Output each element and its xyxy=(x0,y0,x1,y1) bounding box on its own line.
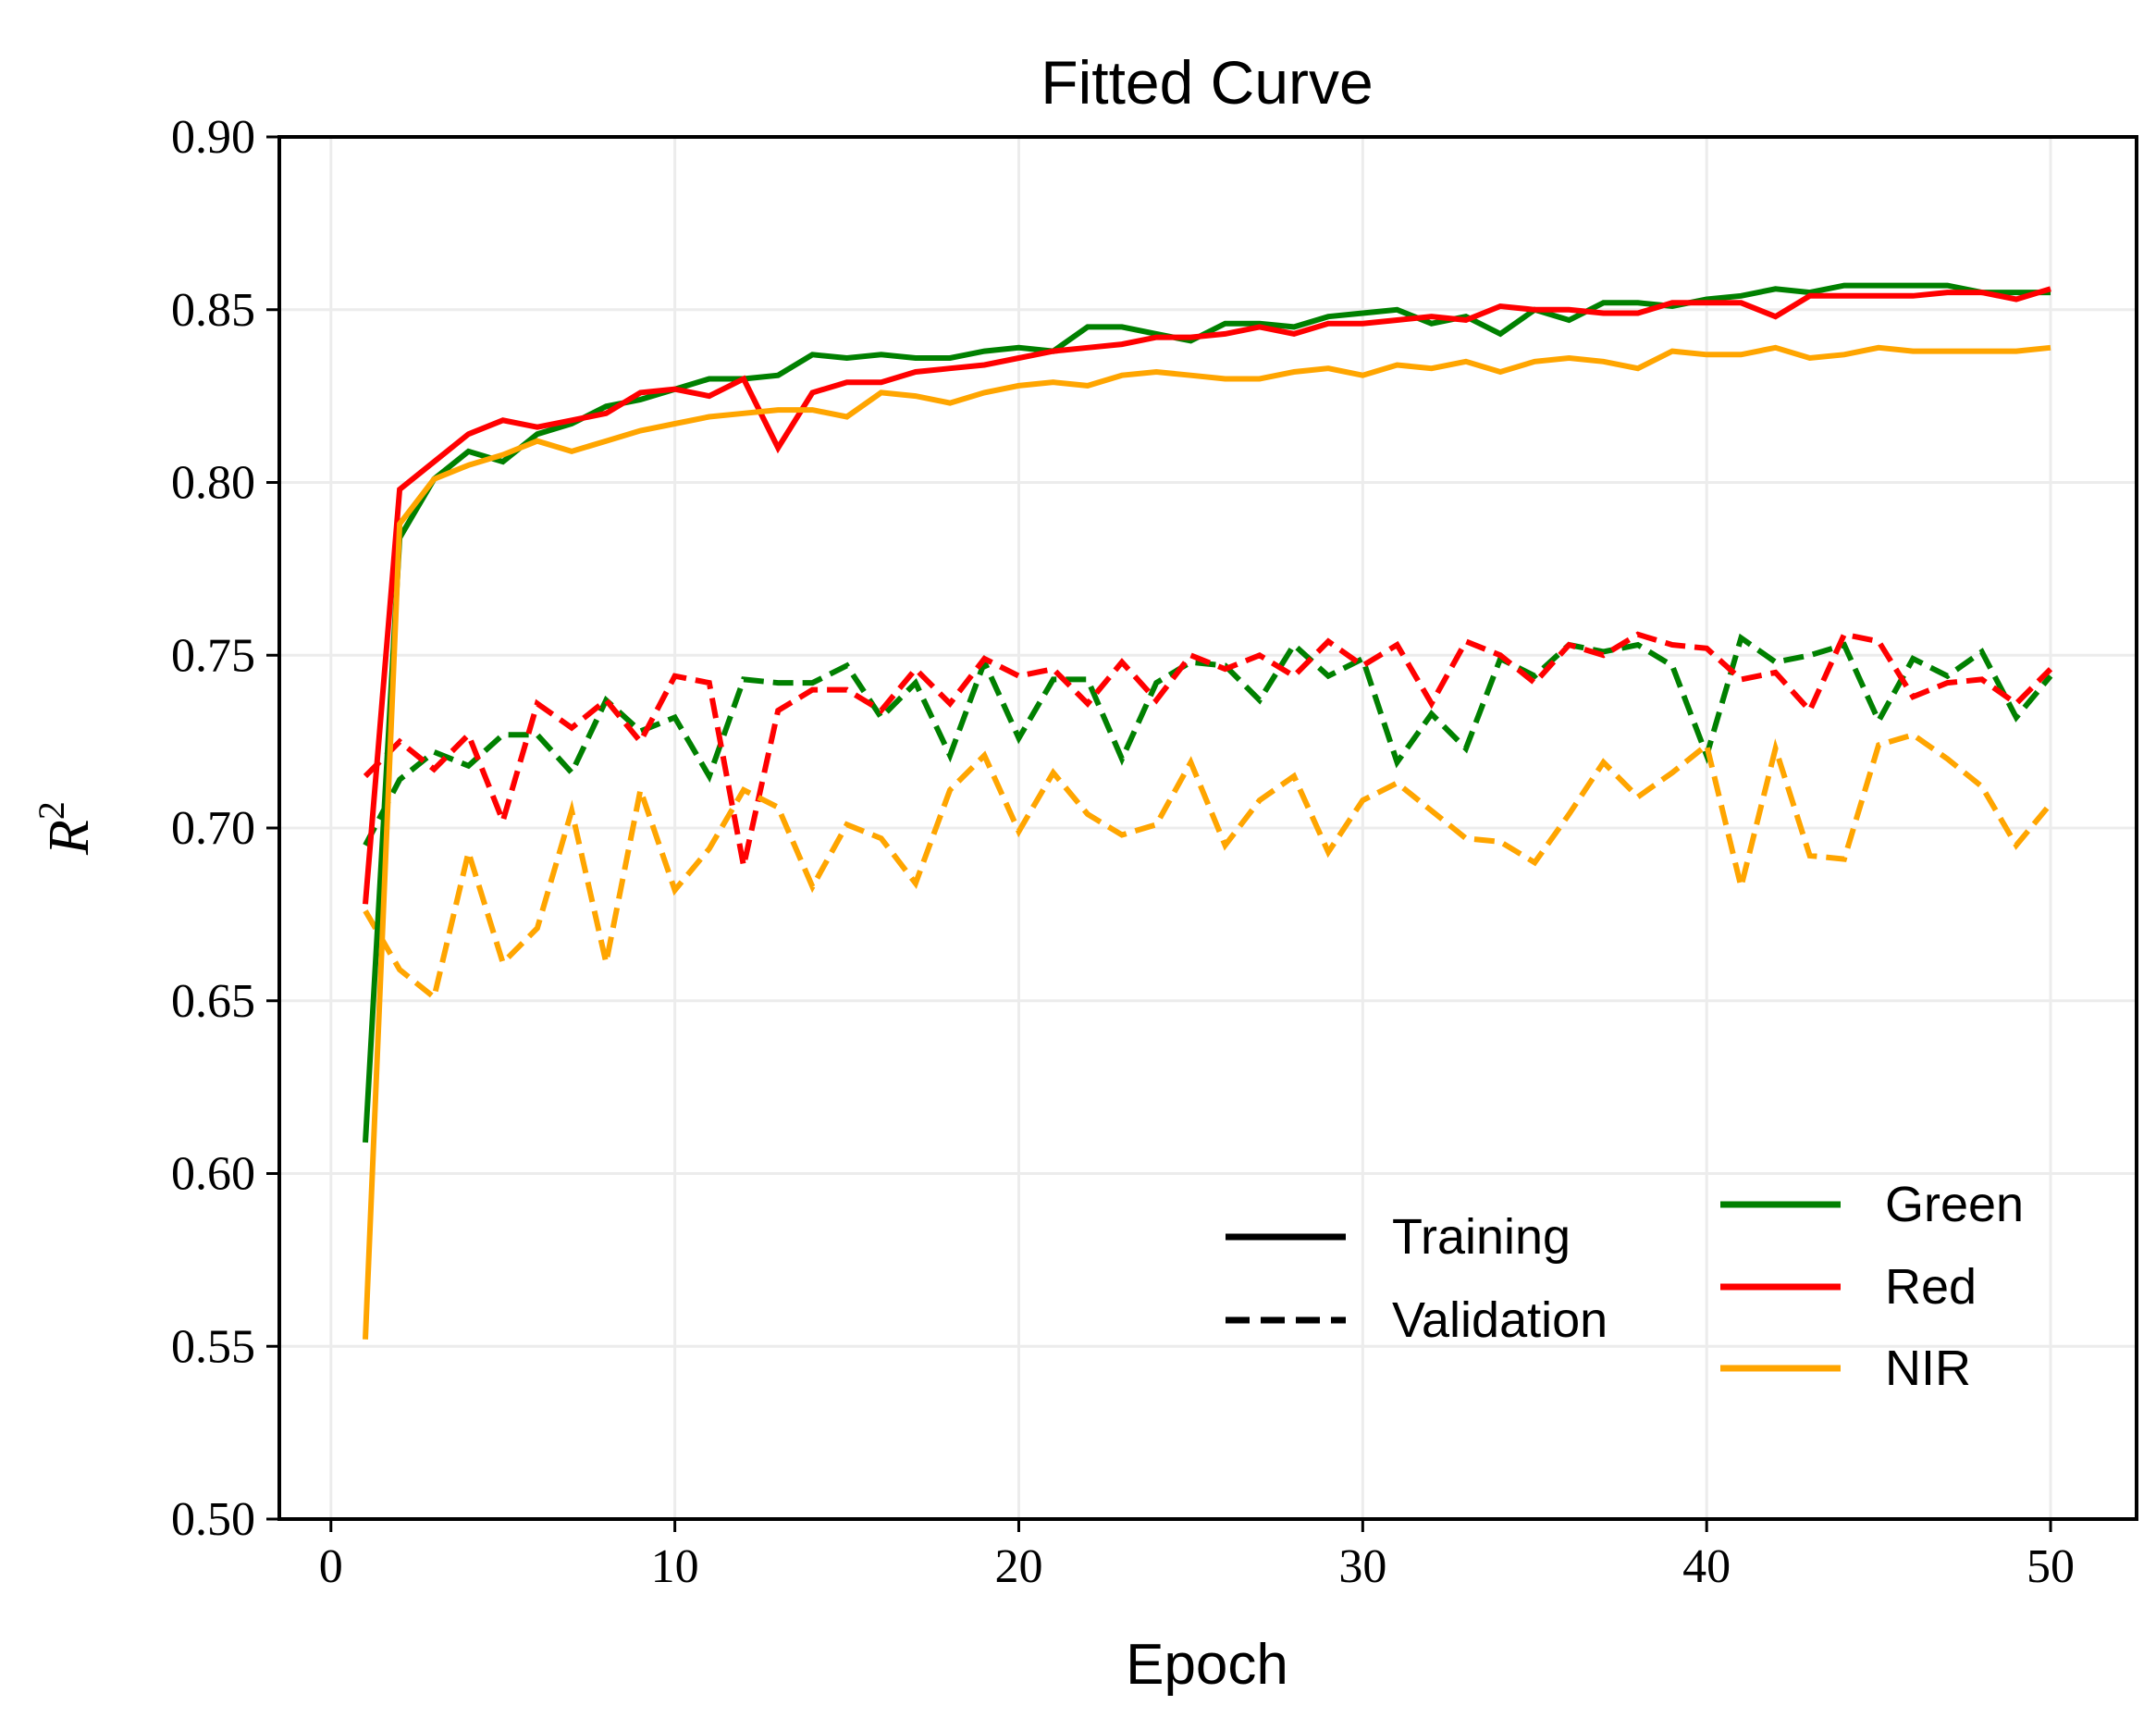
series-line-red-training xyxy=(363,286,2051,905)
y-axis-label: R2 xyxy=(31,801,101,856)
series-line-red-validation xyxy=(363,631,2053,867)
chart-title: Fitted Curve xyxy=(1041,48,1373,117)
legend-green-label: Green xyxy=(1885,1177,2024,1232)
legend-nir-label: NIR xyxy=(1885,1341,1971,1396)
x-tick-label: 0 xyxy=(319,1540,343,1593)
x-tick-label: 10 xyxy=(651,1540,699,1593)
y-axis-label-superscript: 2 xyxy=(31,801,72,820)
y-tick-label: 0.65 xyxy=(171,975,255,1028)
legend-red-label: Red xyxy=(1885,1259,1977,1315)
x-tick-label: 40 xyxy=(1682,1540,1731,1593)
y-tick-label: 0.90 xyxy=(171,111,255,164)
y-tick-label: 0.60 xyxy=(171,1148,255,1201)
x-tick-label: 50 xyxy=(2027,1540,2075,1593)
series-line-nir-training xyxy=(363,344,2051,1340)
legend-validation-label: Validation xyxy=(1392,1292,1608,1348)
axis-ticks: 0 10 20 30 40 50 0.50 0.55 0.60 0.65 0.70 0.75 0.80 0… xyxy=(171,111,2075,1593)
y-tick-label: 0.70 xyxy=(171,802,255,855)
y-tick-label: 0.85 xyxy=(171,284,255,337)
grid-lines xyxy=(279,135,2137,1521)
series-line-green-training xyxy=(363,282,2051,1143)
y-tick-label: 0.55 xyxy=(171,1320,255,1373)
legend-training-label: Training xyxy=(1392,1209,1571,1265)
y-tick-label: 0.75 xyxy=(171,629,255,682)
x-tick-label: 20 xyxy=(994,1540,1042,1593)
legend-band-colors: Green Red NIR xyxy=(1720,1177,2024,1396)
series-line-nir-validation xyxy=(363,731,2053,1003)
legend-line-styles: Training Validation xyxy=(1226,1209,1608,1348)
x-tick-label: 30 xyxy=(1338,1540,1386,1593)
y-tick-label: 0.80 xyxy=(171,457,255,510)
x-axis-label: Epoch xyxy=(1126,1633,1288,1697)
plot-series xyxy=(363,282,2053,1340)
y-tick-label: 0.50 xyxy=(171,1493,255,1546)
y-axis-label-base: R xyxy=(38,820,101,856)
